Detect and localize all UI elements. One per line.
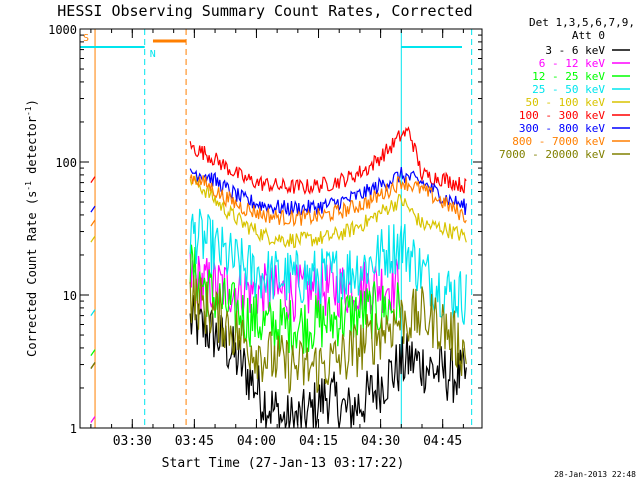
legend-label-3: 25 - 50 keV [532, 83, 605, 96]
series-7-trace [189, 174, 467, 227]
y-tick-label-1: 10 [63, 289, 77, 303]
legend-label-5: 100 - 300 keV [519, 109, 605, 122]
x-tick-label-5: 04:45 [423, 434, 462, 449]
y-axis-label-mid: detector [25, 116, 39, 181]
legend-label-2: 12 - 25 keV [532, 70, 605, 83]
series-layer [90, 126, 467, 429]
legend-header-line2: Att 0 [572, 29, 605, 42]
legend-label-8: 7000 - 20000 keV [499, 148, 605, 161]
series-0-trace [189, 295, 467, 429]
series-1-pre-gap [90, 416, 96, 423]
legend-label-4: 50 - 100 keV [526, 96, 606, 109]
series-8-trace [189, 275, 467, 394]
legend-header-line1: Det 1,3,5,6,7,9, [529, 16, 635, 29]
y-tick-label-2: 100 [55, 156, 77, 170]
series-6-trace [189, 167, 467, 217]
series-5-trace [189, 126, 467, 196]
chart-title: HESSI Observing Summary Count Rates, Cor… [57, 2, 472, 20]
series-2 [90, 244, 401, 356]
generated-timestamp: 28-Jan-2013 22:48 [554, 470, 636, 479]
legend-label-7: 800 - 7000 keV [512, 135, 605, 148]
series-6-pre-gap [90, 205, 96, 213]
legend-label-1: 6 - 12 keV [539, 57, 606, 70]
legend-label-6: 300 - 800 keV [519, 122, 605, 135]
series-5-pre-gap [90, 176, 96, 183]
series-4-pre-gap [90, 235, 96, 243]
series-5 [90, 126, 467, 196]
n-flag-label: N [150, 49, 156, 60]
y-axis-label-end: ) [25, 99, 39, 106]
series-4 [90, 174, 467, 249]
series-8 [90, 275, 467, 394]
series-7 [90, 174, 467, 227]
x-tick-label-2: 04:00 [237, 434, 276, 449]
series-3-trace [189, 208, 467, 325]
x-tick-label-0: 03:30 [113, 434, 152, 449]
y-axis-label: Corrected Count Rate (s-1 detector-1) [24, 99, 39, 357]
series-6 [90, 167, 467, 217]
axis-layer: 1 10 100 1000 03:30 03:45 04:00 04:15 04:30 04:45 [48, 23, 483, 449]
x-tick-label-3: 04:15 [299, 434, 338, 449]
series-8-pre-gap [90, 362, 96, 369]
y-tick-label-0: 1 [70, 422, 77, 436]
y-tick-label-3: 1000 [48, 23, 77, 37]
series-1-trace [189, 252, 401, 322]
flag-layer: SN [80, 33, 462, 60]
series-3 [90, 208, 467, 325]
y-axis-label-sup1: -1 [24, 181, 33, 191]
legend-label-0: 3 - 6 keV [545, 44, 605, 57]
x-tick-label-1: 03:45 [175, 434, 214, 449]
series-1 [90, 252, 401, 423]
plot-frame [79, 28, 483, 429]
x-tick-label-4: 04:30 [361, 434, 400, 449]
series-2-pre-gap [90, 349, 96, 356]
y-axis-label-sup2: -1 [24, 106, 33, 116]
series-2-trace [189, 244, 401, 355]
series-7-pre-gap [90, 219, 96, 227]
series-4-trace [189, 174, 467, 249]
s-flag-label: S [83, 33, 89, 44]
series-3-pre-gap [90, 309, 96, 316]
y-axis-label-main: Corrected Count Rate (s [25, 191, 39, 357]
x-axis-label: Start Time (27-Jan-13 03:17:22) [162, 456, 405, 471]
